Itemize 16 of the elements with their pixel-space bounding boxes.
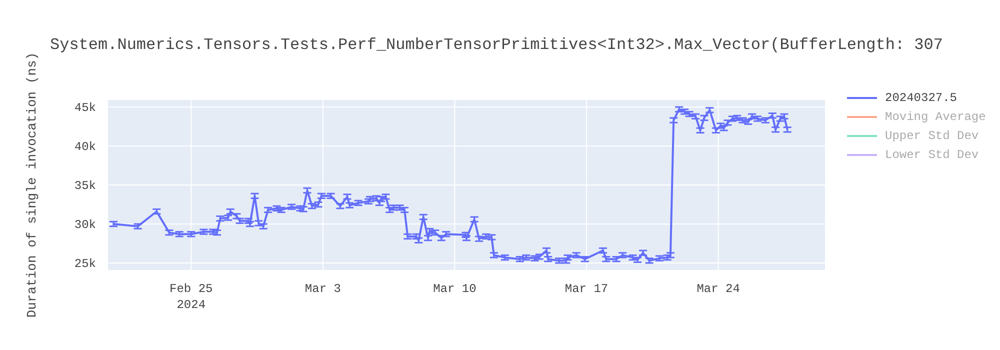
legend-label: Upper Std Dev — [885, 128, 979, 142]
x-tick-label: Mar 24 — [696, 282, 740, 296]
y-tick-label: 40k — [74, 140, 96, 154]
legend-label: Moving Average — [885, 110, 986, 124]
y-tick-label: 45k — [74, 101, 96, 116]
legend-label: 20240327.5 — [885, 90, 958, 104]
chart-title: System.Numerics.Tensors.Tests.Perf_NumberTensorPrimitives<Int32>.Max_Vector(BufferLength: 307 — [50, 36, 943, 54]
y-tick-label: 30k — [74, 218, 96, 232]
y-tick-label: 25k — [74, 256, 96, 271]
y-axis-title: Duration of single invocation (ns) — [24, 52, 40, 318]
y-tick-label: 35k — [74, 179, 96, 193]
legend-label: Lower Std Dev — [885, 148, 979, 162]
x-tick-label: Mar 10 — [433, 282, 476, 296]
x-tick-label: Mar 17 — [564, 282, 608, 296]
x-tick-label: Mar 3 — [304, 282, 341, 296]
x-tick-label: Feb 25 2024 — [170, 282, 213, 312]
